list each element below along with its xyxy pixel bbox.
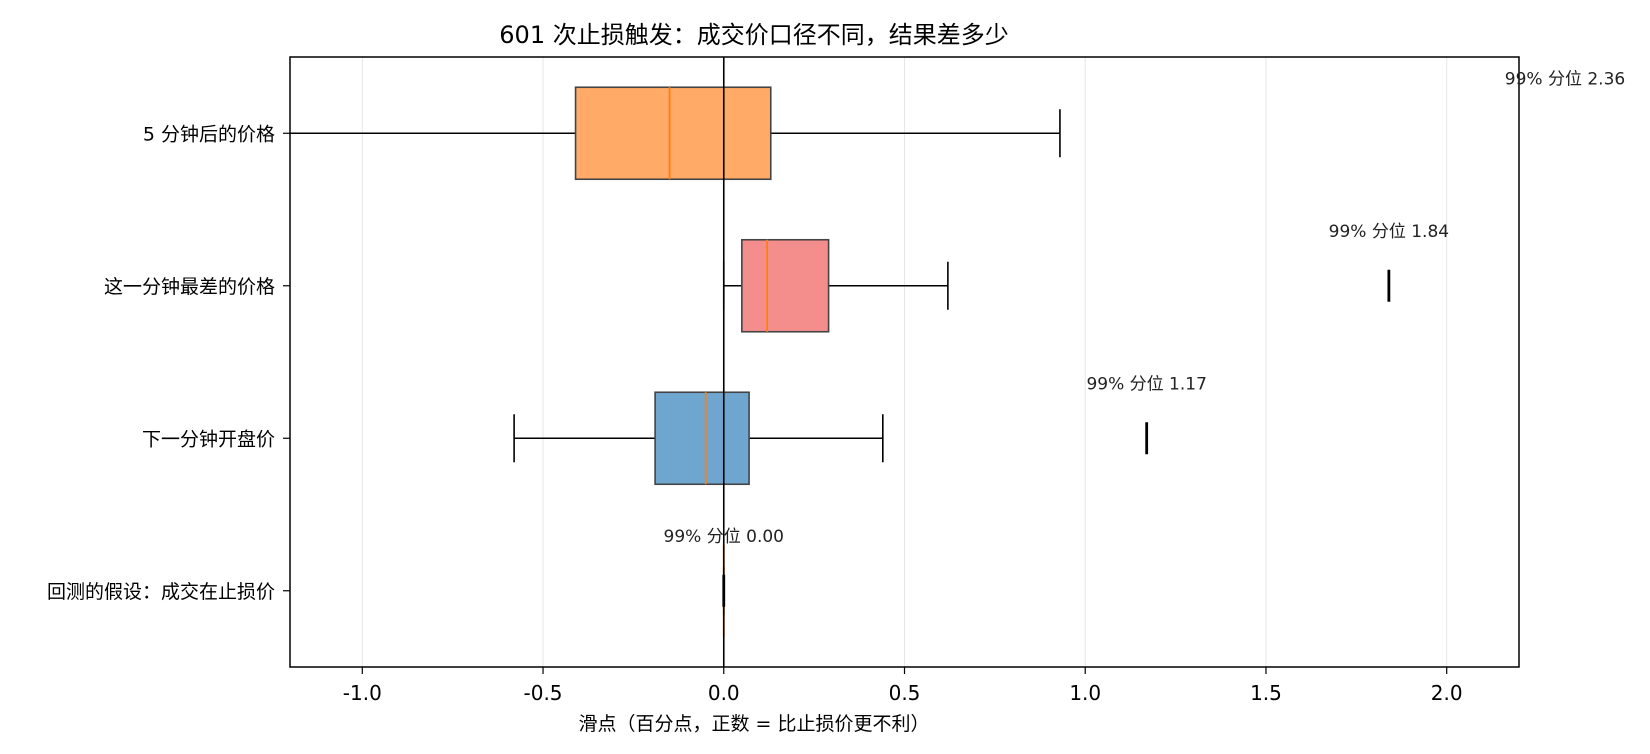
x-axis-label: 滑点（百分点，正数 = 比止损价更不利） xyxy=(578,713,929,735)
p99-label: 99% 分位 1.17 xyxy=(1086,374,1206,394)
x-tick-label: 0.0 xyxy=(708,681,740,705)
category-label: 下一分钟开盘价 xyxy=(142,428,275,450)
category-label: 回测的假设：成交在止损价 xyxy=(47,581,275,603)
p99-annotations: 99% 分位 2.36 99% 分位 1.84 99% 分位 1.17 99% 分位 … xyxy=(664,69,1625,607)
grid-lines xyxy=(361,57,1448,667)
boxes xyxy=(290,86,1061,637)
chart-title: 601 次止损触发：成交价口径不同，结果差多少 xyxy=(499,21,1008,49)
x-tick-label: 1.0 xyxy=(1069,681,1101,705)
p99-label: 99% 分位 0.00 xyxy=(664,527,784,547)
x-tick-label: -1.0 xyxy=(343,681,382,705)
iqr-box xyxy=(574,86,772,181)
p99-label: 99% 分位 2.36 xyxy=(1505,69,1625,89)
category-label: 这一分钟最差的价格 xyxy=(104,276,275,298)
x-tick-labels: -1.0 -0.5 0.0 0.5 1.0 1.5 2.0 xyxy=(343,667,1463,705)
p99-label: 99% 分位 1.84 xyxy=(1329,222,1449,242)
x-tick-label: -0.5 xyxy=(524,681,563,705)
x-tick-label: 0.5 xyxy=(889,681,921,705)
iqr-box xyxy=(654,391,750,486)
x-tick-label: 2.0 xyxy=(1431,681,1463,705)
iqr-box xyxy=(741,238,830,333)
category-label: 5 分钟后的价格 xyxy=(143,123,275,145)
x-tick-label: 1.5 xyxy=(1250,681,1282,705)
